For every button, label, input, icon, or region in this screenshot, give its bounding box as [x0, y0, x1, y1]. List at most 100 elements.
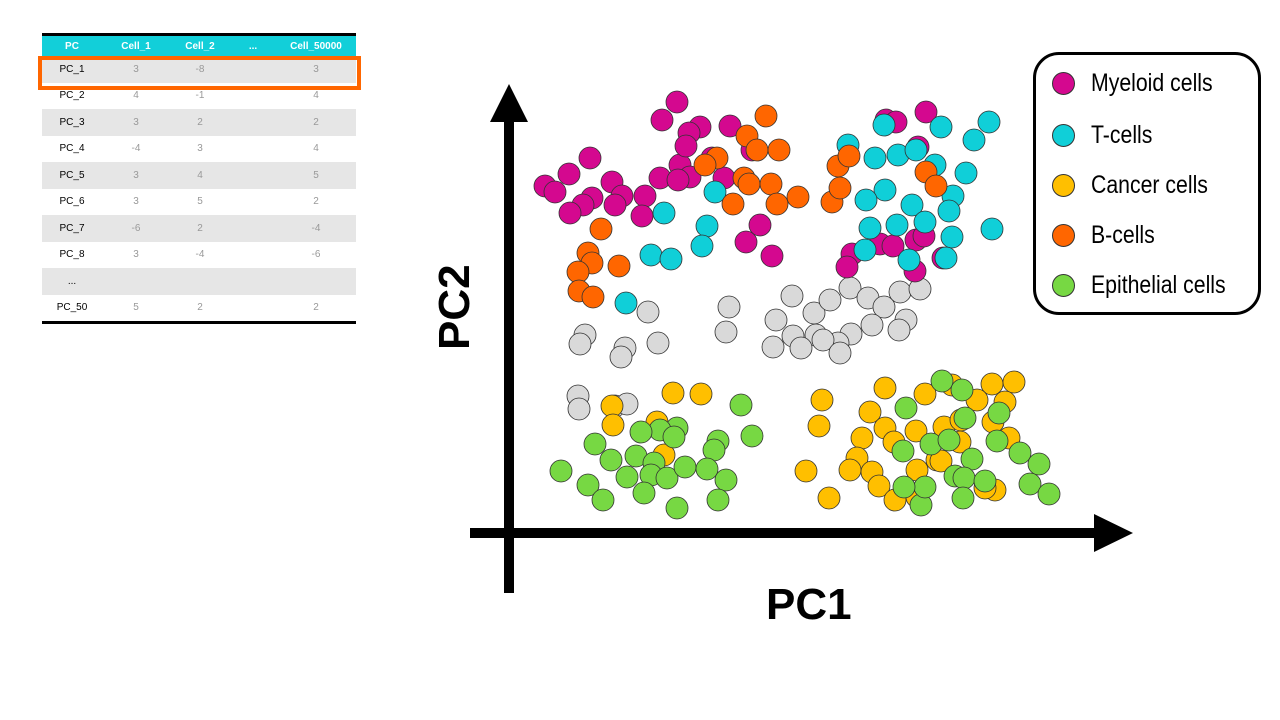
table-cell: 2 [197, 302, 203, 314]
data-point-epithelial-cells [599, 448, 623, 472]
legend-marker-icon [1052, 72, 1075, 95]
data-point-epithelial-cells [913, 475, 937, 499]
table-row: PC_4 -4 3 4 [42, 136, 356, 163]
data-point-cancer-cells [810, 388, 834, 412]
table-cell: 5 [197, 196, 203, 208]
data-point-unlabeled [860, 313, 884, 337]
data-point-t-cells [934, 246, 958, 270]
data-point-t-cells [872, 113, 896, 137]
data-point-unlabeled [818, 288, 842, 312]
table-row: PC_5 3 4 5 [42, 162, 356, 189]
table-header: PC Cell_1 Cell_2... Cell_50000 [42, 36, 356, 56]
data-point-cancer-cells [689, 382, 713, 406]
data-point-t-cells [937, 199, 961, 223]
table-cell: 5 [133, 302, 139, 314]
table-row: PC_3 3 2 2 [42, 109, 356, 136]
legend-marker-icon [1052, 224, 1075, 247]
data-point-t-cells [690, 234, 714, 258]
data-point-epithelial-cells [951, 486, 975, 510]
legend-marker-icon [1052, 274, 1075, 297]
data-point-cancer-cells [867, 474, 891, 498]
table-cell: 3 [133, 169, 139, 181]
table-cell: 3 [133, 249, 139, 261]
legend-label: Cancer cells [1091, 171, 1208, 199]
data-point-b-cells [765, 192, 789, 216]
data-point-myeloid-cells [578, 146, 602, 170]
table-cell: ... [67, 275, 77, 287]
data-point-cancer-cells [661, 381, 685, 405]
data-point-epithelial-cells [891, 439, 915, 463]
table-cell: 3 [197, 143, 203, 155]
y-axis-arrowhead [490, 84, 528, 122]
data-point-epithelial-cells [673, 455, 697, 479]
data-point-b-cells [754, 104, 778, 128]
data-point-b-cells [737, 172, 761, 196]
data-point-epithelial-cells [953, 406, 977, 430]
data-point-t-cells [897, 248, 921, 272]
data-point-unlabeled [828, 341, 852, 365]
data-point-t-cells [900, 193, 924, 217]
data-point-b-cells [745, 138, 769, 162]
table-cell: -6 [311, 249, 321, 261]
data-point-unlabeled [761, 335, 785, 359]
data-point-b-cells [607, 254, 631, 278]
data-point-myeloid-cells [603, 193, 627, 217]
data-point-epithelial-cells [695, 457, 719, 481]
data-point-epithelial-cells [655, 466, 679, 490]
data-point-t-cells [929, 115, 953, 139]
table-cell: -4 [311, 222, 321, 234]
table-cell: 5 [313, 169, 319, 181]
data-point-b-cells [767, 138, 791, 162]
table-cell: PC [65, 40, 79, 52]
table-cell: 3 [133, 63, 139, 75]
data-point-epithelial-cells [714, 468, 738, 492]
table-cell: PC_1 [59, 63, 85, 75]
table-cell: -6 [131, 222, 141, 234]
data-point-t-cells [695, 214, 719, 238]
data-point-b-cells [581, 285, 605, 309]
data-point-unlabeled [714, 320, 738, 344]
data-point-t-cells [652, 201, 676, 225]
x-axis-arrowhead [1094, 514, 1133, 552]
data-point-epithelial-cells [950, 378, 974, 402]
data-point-unlabeled [717, 295, 741, 319]
table-row: PC_2 4 -1 4 [42, 83, 356, 110]
table-cell: PC_4 [59, 143, 85, 155]
data-point-myeloid-cells [914, 100, 938, 124]
table-cell: 2 [313, 302, 319, 314]
table-cell: Cell_50000 [290, 40, 342, 52]
data-point-unlabeled [789, 336, 813, 360]
data-point-epithelial-cells [665, 496, 689, 520]
data-point-cancer-cells [929, 449, 953, 473]
y-axis-label: PC2 [430, 264, 479, 350]
legend-item: Myeloid cells [1052, 69, 1234, 98]
data-point-myeloid-cells [835, 255, 859, 279]
data-point-epithelial-cells [1018, 472, 1042, 496]
data-point-myeloid-cells [557, 162, 581, 186]
data-point-cancer-cells [807, 414, 831, 438]
table-row: PC_50 5 2 2 [42, 295, 356, 322]
data-point-cancer-cells [873, 376, 897, 400]
data-point-unlabeled [888, 280, 912, 304]
data-point-t-cells [873, 178, 897, 202]
table-cell: 4 [313, 143, 319, 155]
data-point-epithelial-cells [729, 393, 753, 417]
data-point-b-cells [589, 217, 613, 241]
x-axis-label: PC1 [766, 580, 852, 629]
legend-label: Myeloid cells [1091, 69, 1213, 97]
data-point-epithelial-cells [591, 488, 615, 512]
data-point-cancer-cells [858, 400, 882, 424]
data-point-myeloid-cells [633, 184, 657, 208]
data-point-t-cells [703, 180, 727, 204]
data-point-b-cells [837, 144, 861, 168]
data-point-t-cells [854, 188, 878, 212]
table-cell: PC_6 [59, 196, 85, 208]
data-point-cancer-cells [838, 458, 862, 482]
data-point-myeloid-cells [734, 230, 758, 254]
legend-marker-icon [1052, 174, 1075, 197]
data-point-myeloid-cells [748, 213, 772, 237]
legend-label: Epithelial cells [1091, 271, 1226, 299]
data-point-myeloid-cells [543, 180, 567, 204]
data-point-t-cells [977, 110, 1001, 134]
data-point-unlabeled [568, 332, 592, 356]
